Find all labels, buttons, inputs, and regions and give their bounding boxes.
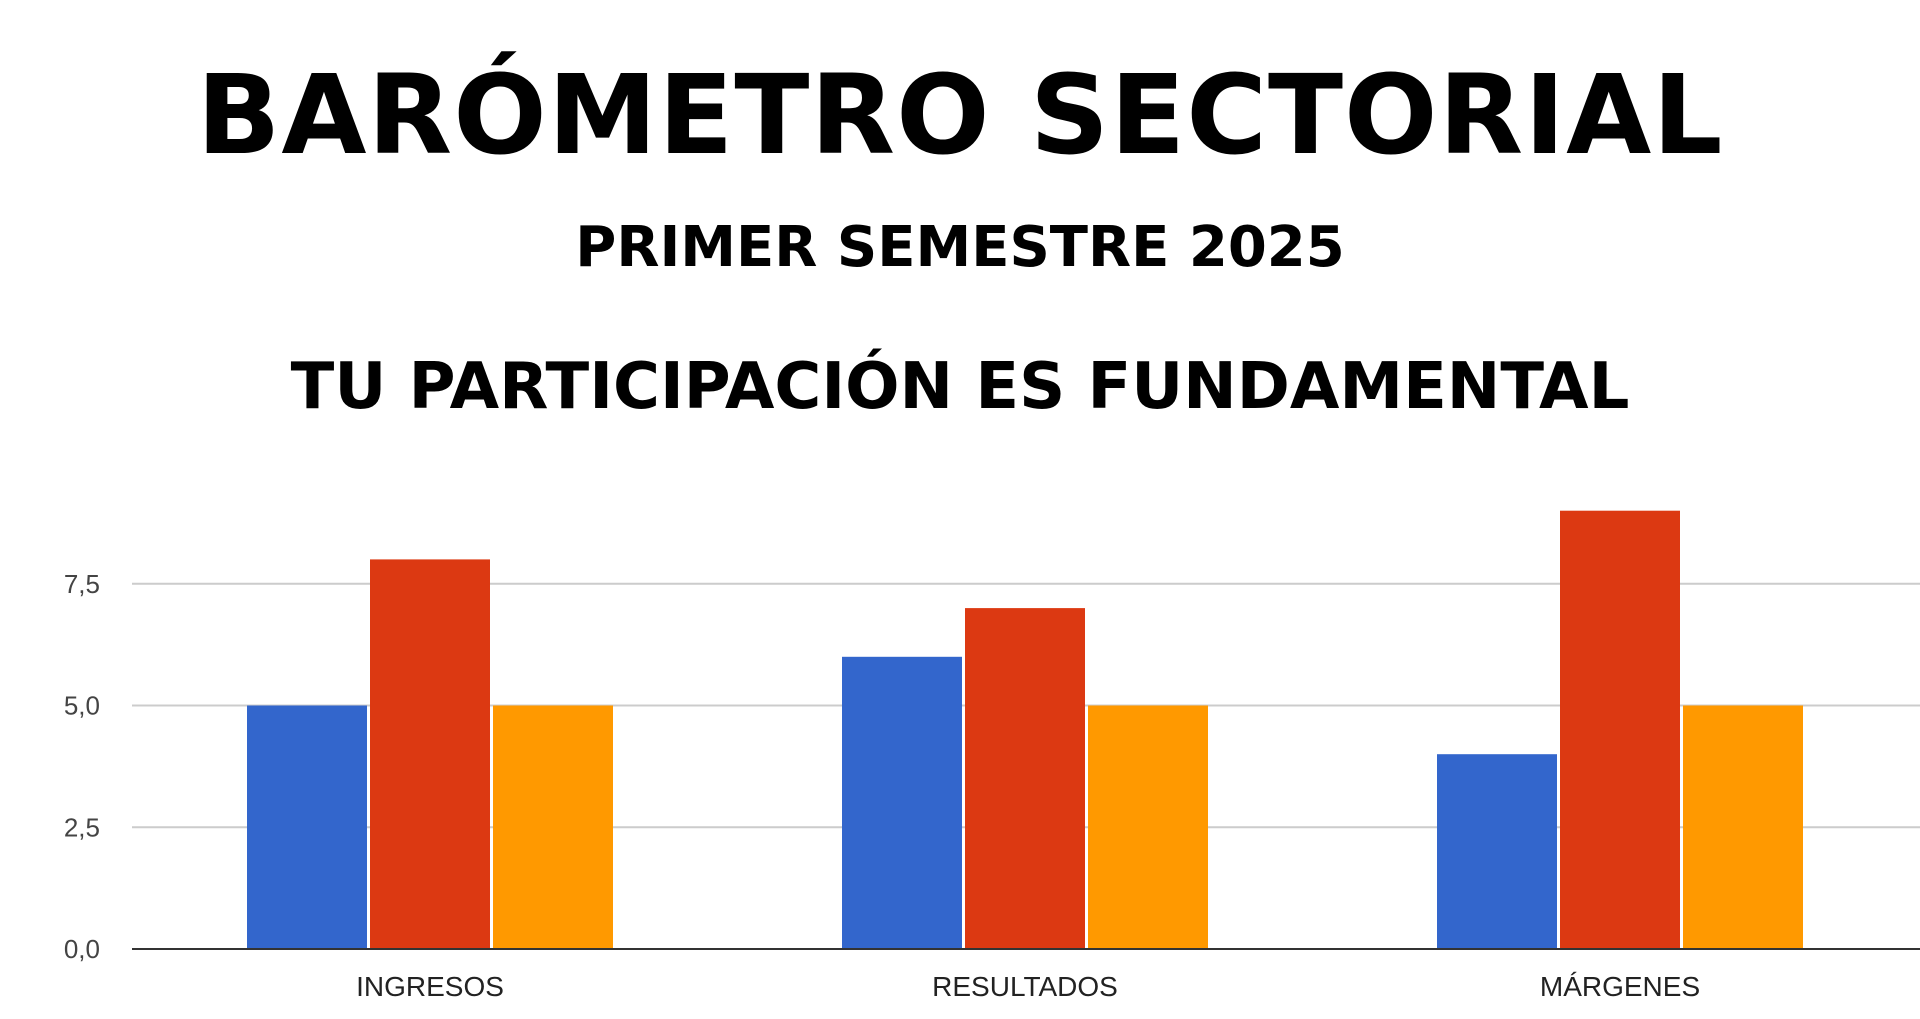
- bar: [247, 705, 367, 949]
- x-tick-label: MÁRGENES: [1540, 971, 1700, 1002]
- y-tick-label: 2,5: [64, 812, 100, 842]
- bar: [965, 608, 1085, 949]
- y-tick-label: 7,5: [64, 569, 100, 599]
- y-tick-label: 0,0: [64, 934, 100, 964]
- page-tagline: TU PARTICIPACIÓN ES FUNDAMENTAL: [290, 350, 1630, 424]
- bar: [493, 705, 613, 949]
- page-subtitle: PRIMER SEMESTRE 2025: [575, 215, 1345, 280]
- bar: [1437, 754, 1557, 949]
- x-tick-label: RESULTADOS: [932, 971, 1118, 1002]
- bar: [1560, 510, 1680, 949]
- bar: [842, 656, 962, 949]
- x-tick-label: INGRESOS: [356, 971, 504, 1002]
- bar: [1683, 705, 1803, 949]
- bar: [370, 559, 490, 949]
- page-title: BARÓMETRO SECTORIAL: [196, 51, 1724, 179]
- bar: [1088, 705, 1208, 949]
- y-tick-label: 5,0: [64, 691, 100, 721]
